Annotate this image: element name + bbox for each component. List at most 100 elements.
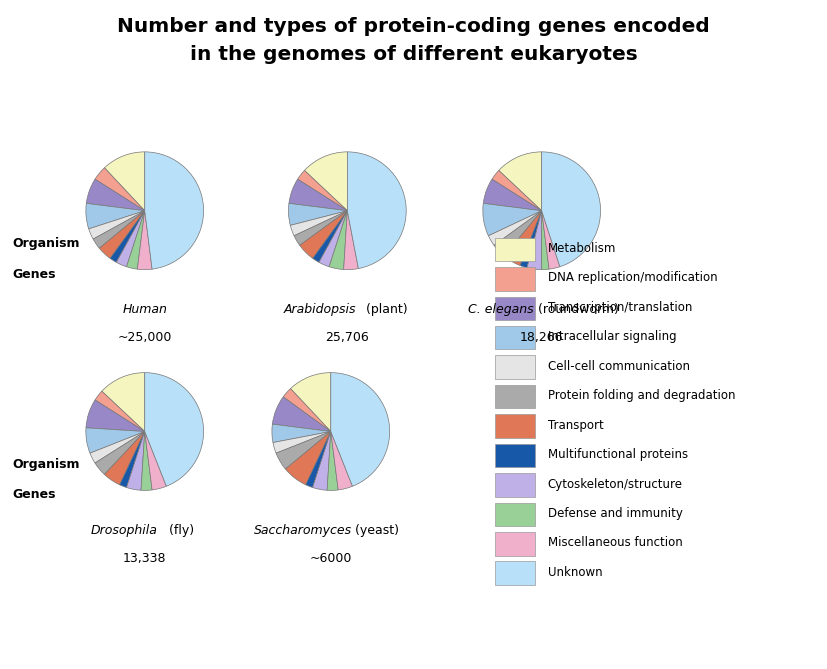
Wedge shape	[290, 211, 347, 235]
Wedge shape	[117, 211, 145, 267]
Text: Miscellaneous function: Miscellaneous function	[547, 537, 682, 549]
Wedge shape	[145, 152, 203, 269]
Wedge shape	[110, 211, 145, 262]
Text: 18,266: 18,266	[520, 331, 563, 344]
Wedge shape	[90, 432, 145, 463]
Wedge shape	[86, 203, 145, 229]
Wedge shape	[95, 168, 145, 211]
Text: (roundworm): (roundworm)	[533, 303, 619, 316]
Text: DNA replication/modification: DNA replication/modification	[547, 272, 717, 284]
Bar	[495, 326, 534, 349]
Bar	[495, 561, 534, 585]
Bar	[495, 444, 534, 467]
Wedge shape	[494, 211, 542, 256]
Wedge shape	[276, 432, 331, 469]
Wedge shape	[527, 211, 542, 270]
Bar	[495, 267, 534, 290]
Text: ~25,000: ~25,000	[117, 331, 172, 344]
Text: Organism: Organism	[12, 458, 80, 471]
Text: Number and types of protein-coding genes encoded: Number and types of protein-coding genes…	[117, 17, 710, 35]
Text: 25,706: 25,706	[326, 331, 369, 344]
Wedge shape	[99, 211, 145, 258]
Wedge shape	[294, 211, 347, 246]
Wedge shape	[520, 211, 542, 268]
Wedge shape	[86, 427, 145, 453]
Text: (yeast): (yeast)	[351, 524, 399, 537]
Wedge shape	[542, 211, 560, 269]
Text: Human: Human	[122, 303, 167, 316]
Text: 13,338: 13,338	[123, 552, 166, 565]
Wedge shape	[492, 171, 542, 211]
Wedge shape	[331, 432, 352, 490]
Text: Drosophila: Drosophila	[91, 524, 157, 537]
Wedge shape	[290, 373, 331, 432]
Wedge shape	[86, 400, 145, 432]
Text: Genes: Genes	[12, 268, 56, 280]
Wedge shape	[145, 373, 203, 486]
Wedge shape	[88, 211, 145, 239]
Text: Protein folding and degradation: Protein folding and degradation	[547, 389, 735, 402]
Text: (plant): (plant)	[362, 303, 408, 316]
Wedge shape	[313, 211, 347, 262]
Text: Cytoskeleton/structure: Cytoskeleton/structure	[547, 478, 682, 490]
Wedge shape	[542, 211, 549, 270]
Wedge shape	[272, 397, 331, 432]
Wedge shape	[95, 391, 145, 432]
Text: Transcription/translation: Transcription/translation	[547, 301, 692, 314]
Text: Organism: Organism	[12, 237, 80, 250]
Wedge shape	[104, 432, 145, 485]
Wedge shape	[331, 373, 390, 486]
Wedge shape	[145, 432, 166, 490]
Wedge shape	[298, 171, 347, 211]
Text: Transport: Transport	[547, 419, 604, 432]
Wedge shape	[483, 203, 542, 235]
Wedge shape	[141, 432, 152, 490]
Wedge shape	[329, 211, 347, 270]
Wedge shape	[273, 432, 331, 453]
Wedge shape	[313, 432, 331, 490]
Bar	[495, 414, 534, 438]
Text: Intracellular signaling: Intracellular signaling	[547, 330, 676, 343]
Wedge shape	[289, 179, 347, 211]
Wedge shape	[285, 432, 331, 485]
Wedge shape	[93, 211, 145, 248]
Wedge shape	[347, 152, 406, 268]
Text: ~6000: ~6000	[309, 552, 352, 565]
Wedge shape	[319, 211, 347, 267]
Wedge shape	[104, 152, 145, 211]
Wedge shape	[499, 152, 542, 211]
Wedge shape	[327, 432, 338, 490]
Wedge shape	[95, 432, 145, 474]
Wedge shape	[299, 211, 347, 258]
Text: Metabolism: Metabolism	[547, 242, 616, 255]
Wedge shape	[283, 389, 331, 432]
Wedge shape	[304, 152, 347, 211]
Bar	[495, 473, 534, 496]
Bar	[495, 385, 534, 408]
Text: Cell-cell communication: Cell-cell communication	[547, 360, 690, 373]
Text: Unknown: Unknown	[547, 566, 602, 579]
Bar	[495, 355, 534, 379]
Wedge shape	[102, 373, 145, 432]
Text: C. elegans: C. elegans	[467, 303, 533, 316]
Wedge shape	[289, 203, 347, 225]
Text: (fly): (fly)	[165, 524, 194, 537]
Wedge shape	[344, 211, 358, 270]
Bar	[495, 237, 534, 261]
Wedge shape	[127, 432, 145, 490]
Wedge shape	[504, 211, 542, 266]
Wedge shape	[127, 211, 145, 269]
Wedge shape	[137, 211, 152, 270]
Wedge shape	[306, 432, 331, 488]
Wedge shape	[542, 152, 600, 267]
Bar	[495, 296, 534, 320]
Text: Genes: Genes	[12, 488, 56, 501]
Wedge shape	[489, 211, 542, 246]
Text: Multifunctional proteins: Multifunctional proteins	[547, 448, 688, 461]
Text: in the genomes of different eukaryotes: in the genomes of different eukaryotes	[189, 45, 638, 64]
Bar	[495, 532, 534, 555]
Text: Defense and immunity: Defense and immunity	[547, 507, 682, 520]
Wedge shape	[483, 179, 542, 211]
Wedge shape	[272, 424, 331, 442]
Wedge shape	[120, 432, 145, 488]
